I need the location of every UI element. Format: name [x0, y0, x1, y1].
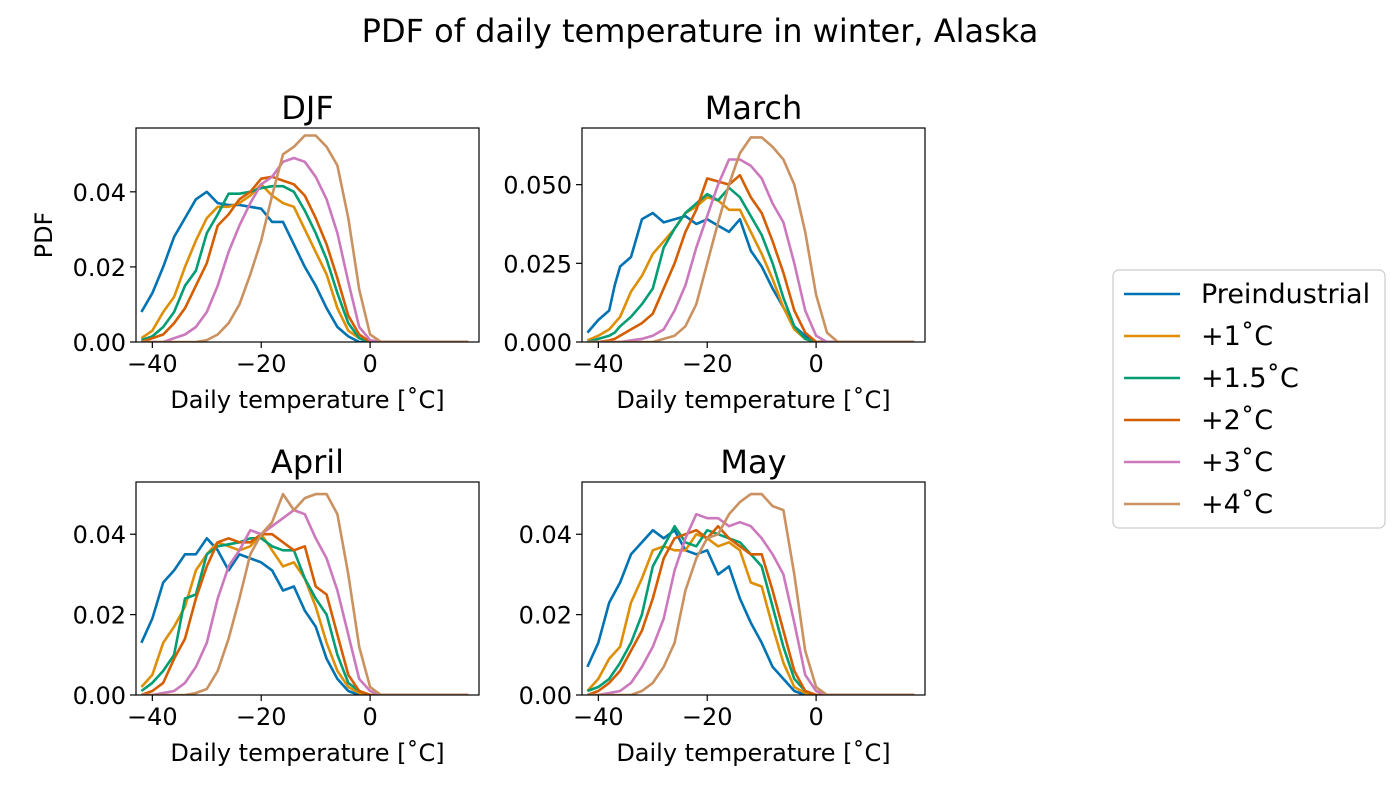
- x-axis-label: Daily temperature [˚C]: [170, 739, 444, 767]
- y-tick-label: 0.000: [503, 329, 572, 357]
- legend-label: +1.5˚C: [1201, 363, 1299, 394]
- x-tick-label: 0: [362, 703, 377, 731]
- y-tick-label: 0.04: [519, 521, 572, 549]
- x-tick-label: −40: [573, 350, 624, 378]
- x-axis-label: Daily temperature [˚C]: [616, 739, 890, 767]
- y-axis-label: PDF: [30, 212, 58, 259]
- legend-frame: [1112, 269, 1386, 529]
- x-tick-label: −40: [127, 350, 178, 378]
- x-axis-label: Daily temperature [˚C]: [616, 386, 890, 414]
- series-line-5: [587, 136, 915, 342]
- x-tick-label: −40: [573, 703, 624, 731]
- series-line-1: [586, 195, 915, 342]
- y-tick-label: 0.04: [73, 521, 126, 549]
- y-tick-label: 0.02: [519, 602, 572, 630]
- series-line-3: [587, 173, 915, 342]
- series-line-5: [141, 492, 469, 695]
- x-tick-label: 0: [362, 350, 377, 378]
- series-line-0: [586, 528, 915, 695]
- series-line-4: [587, 512, 915, 695]
- panel-title: May: [720, 443, 786, 481]
- x-tick-label: 0: [808, 350, 823, 378]
- series-line-4: [141, 508, 469, 695]
- legend-label: +1˚C: [1201, 321, 1273, 352]
- y-tick-label: 0.04: [73, 179, 126, 207]
- panel-djf: −40 −20 0 0.00 0.02 0.04 DJF Daily temperature …: [30, 89, 480, 414]
- series-line-2: [140, 184, 469, 342]
- panel-title: March: [705, 89, 803, 127]
- plot-frame: [581, 127, 926, 343]
- series-line-0: [586, 211, 915, 342]
- series-line-5: [141, 134, 469, 342]
- series-line-4: [141, 156, 469, 342]
- panels: −40 −20 0 0.00 0.02 0.04 DJF Daily temperature …: [30, 89, 926, 767]
- panel-may: −40 −20 0 0.00 0.02 0.04 May Daily temperature …: [519, 443, 926, 767]
- series-line-3: [140, 175, 469, 342]
- x-axis-label: Daily temperature [˚C]: [170, 386, 444, 414]
- legend: Preindustrial +1˚C +1.5˚C +2˚C +3˚C +4˚C: [1112, 269, 1386, 529]
- figure-title: PDF of daily temperature in winter, Alas…: [362, 12, 1039, 50]
- series-line-2: [586, 524, 915, 695]
- panel-title: April: [271, 443, 344, 481]
- series-line-4: [587, 158, 915, 342]
- legend-label: Preindustrial: [1201, 279, 1370, 310]
- panel-april: −40 −20 0 0.00 0.02 0.04 April Daily temperatur…: [73, 443, 480, 767]
- legend-label: +3˚C: [1201, 447, 1273, 478]
- legend-label: +2˚C: [1201, 405, 1273, 436]
- x-tick-label: 0: [808, 703, 823, 731]
- panel-march: −40 −20 0 0.000 0.025 0.050 March Daily tempera…: [503, 89, 926, 414]
- y-tick-label: 0.00: [73, 329, 126, 357]
- y-tick-label: 0.02: [73, 602, 126, 630]
- series-line-1: [586, 532, 915, 695]
- series-line-0: [140, 536, 469, 695]
- y-tick-label: 0.050: [503, 172, 572, 200]
- series-line-3: [140, 532, 469, 695]
- series-line-0: [140, 190, 469, 342]
- y-tick-label: 0.00: [519, 682, 572, 710]
- x-tick-label: −20: [236, 703, 287, 731]
- plot-frame: [135, 127, 480, 343]
- plot-frame: [581, 481, 926, 696]
- x-tick-label: −40: [127, 703, 178, 731]
- series-line-3: [586, 524, 915, 695]
- y-tick-label: 0.025: [503, 250, 572, 278]
- panel-title: DJF: [281, 89, 333, 127]
- legend-label: +4˚C: [1201, 489, 1273, 520]
- x-tick-label: −20: [682, 703, 733, 731]
- x-tick-label: −20: [682, 350, 733, 378]
- series-line-1: [140, 183, 469, 342]
- x-tick-label: −20: [236, 350, 287, 378]
- plot-frame: [135, 481, 480, 696]
- y-tick-label: 0.02: [73, 254, 126, 282]
- series-line-2: [587, 186, 915, 342]
- y-tick-label: 0.00: [73, 682, 126, 710]
- series-line-5: [587, 492, 915, 695]
